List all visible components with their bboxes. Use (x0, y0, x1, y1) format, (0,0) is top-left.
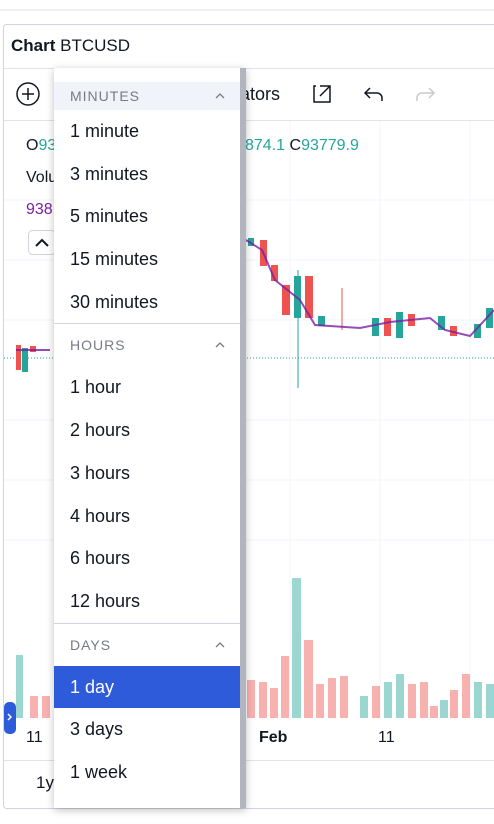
ohlc-key: O (26, 137, 39, 154)
menu-item[interactable]: 1 hour (70, 377, 122, 398)
ohlc-rest: 874.1 C93779.9 (245, 137, 359, 155)
menu-item[interactable]: 1 minute (70, 121, 140, 141)
menu-item[interactable]: 15 minutes (70, 249, 159, 270)
menu-item[interactable]: 4 hours (70, 505, 131, 526)
menu-item[interactable]: 12 hours (70, 590, 141, 611)
menu-item[interactable]: 6 hours (70, 548, 131, 569)
menu-item[interactable]: 3 days (70, 719, 124, 740)
chart-header: Chart BTCUSD (11, 36, 130, 56)
ohlc-key: C (289, 137, 302, 154)
scrollbar[interactable] (240, 68, 246, 808)
menu-item[interactable]: 2 hours (70, 420, 131, 441)
menu-item[interactable]: 1 day (54, 665, 240, 709)
section-title: MINUTES (70, 88, 140, 104)
header-symbol: BTCUSD (60, 36, 131, 55)
ohlc-value: 93 (38, 137, 57, 154)
menu-item[interactable]: 5 minutes (70, 206, 149, 227)
volume-value: 938 (26, 201, 53, 218)
chevron (215, 641, 225, 648)
menu-item[interactable]: 1 week (70, 761, 128, 782)
section-title: HOURS (70, 337, 126, 354)
menu-item[interactable]: 30 minutes (70, 291, 159, 312)
header-title: Chart (11, 36, 56, 55)
x-axis-label: Feb (259, 729, 288, 746)
volume-bars (16, 578, 494, 718)
ohlc-value: 93779.9 (301, 137, 359, 154)
range-button[interactable]: 1y (36, 773, 54, 792)
section-header[interactable]: MINUTES (54, 82, 246, 110)
indicators-button[interactable]: ators (240, 84, 281, 104)
menu-item[interactable]: 3 minutes (70, 163, 149, 184)
menu-item[interactable]: 3 hours (70, 462, 131, 483)
section-header[interactable]: DAYS (54, 622, 246, 666)
candles (16, 238, 494, 388)
volume-label: Volu (26, 169, 58, 186)
section-title: DAYS (70, 636, 112, 653)
x-axis-label: 11 (378, 729, 395, 746)
ohlc-value: 874.1 (245, 137, 286, 154)
section-header[interactable]: HOURS (54, 323, 246, 366)
interval-menu: MINUTES 1 minute 3 minutes 5 minutes 15 minu… (54, 68, 246, 808)
ohlc-open: O93 (26, 137, 56, 155)
x-axis-label: 11 (26, 729, 43, 746)
chevron (215, 93, 225, 99)
chevron (215, 342, 225, 348)
